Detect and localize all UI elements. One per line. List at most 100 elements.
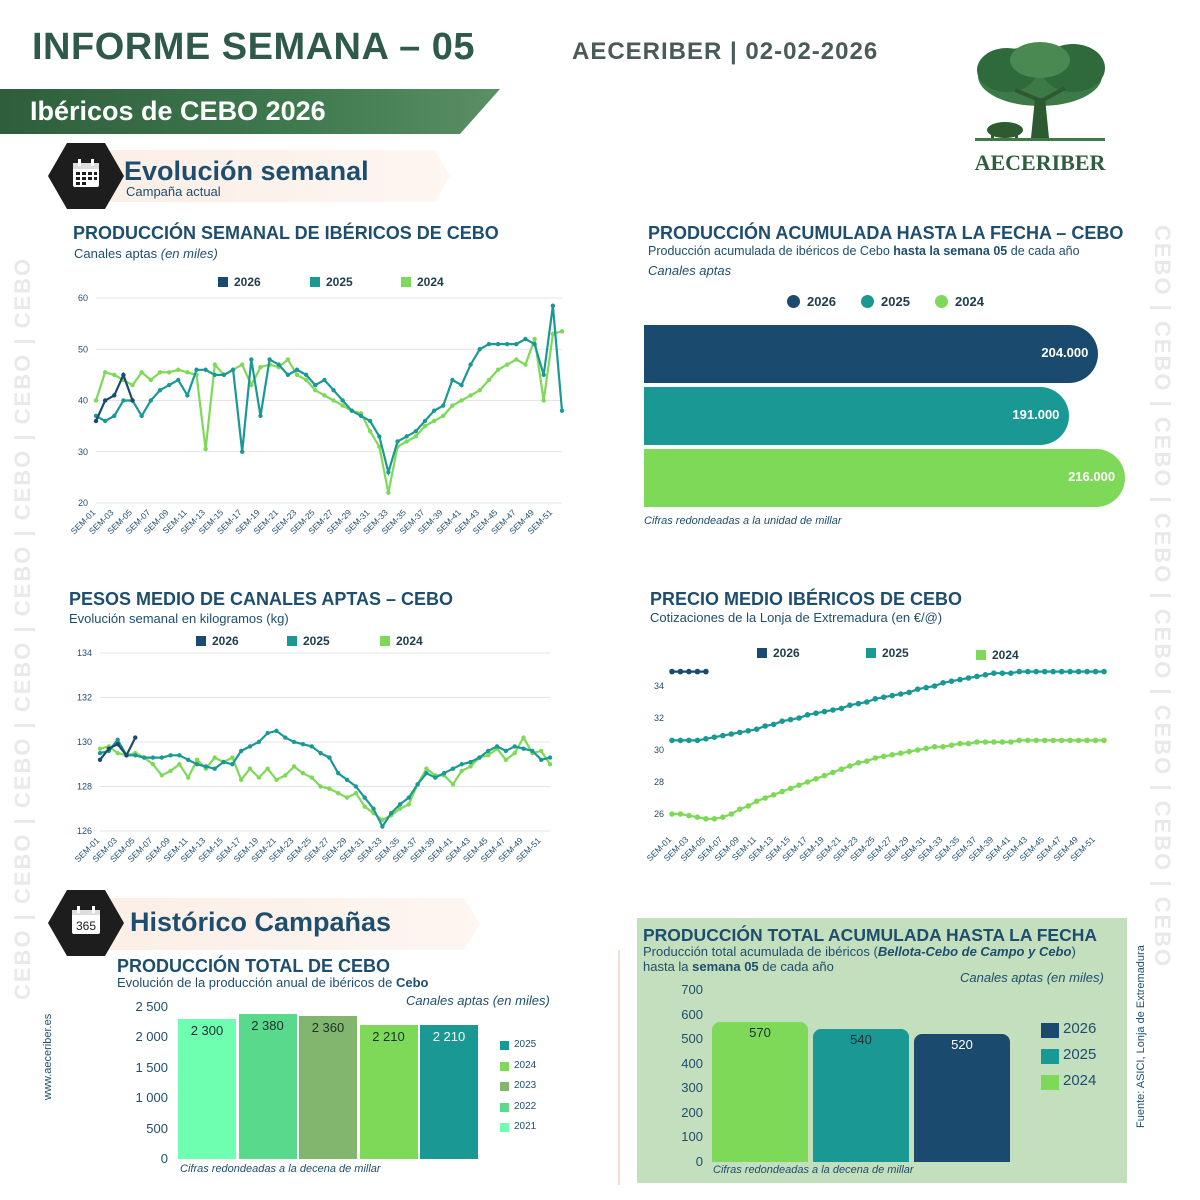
point-2026: [677, 668, 684, 675]
legend-swatch-2021: [500, 1123, 509, 1132]
point-2024: [115, 750, 120, 756]
point-2025: [397, 802, 403, 807]
point-2024: [745, 803, 752, 809]
legend-2024: 2024: [380, 634, 423, 648]
point-2025: [344, 777, 350, 783]
legend-label: 2026: [807, 294, 836, 309]
bar-2025: [420, 1024, 478, 1159]
y-tick-label: 34: [654, 681, 664, 691]
point-2024: [779, 788, 785, 795]
legend-label-2026: 2026: [1063, 1020, 1097, 1037]
point-2024: [274, 777, 279, 783]
point-2025: [1101, 668, 1107, 675]
y-tick-label: 30: [78, 447, 88, 457]
point-2025: [303, 372, 309, 378]
point-2025: [1084, 668, 1090, 675]
point-2024: [367, 429, 373, 434]
point-2024: [1033, 737, 1040, 744]
point-2025: [313, 382, 318, 388]
point-2025: [559, 408, 565, 413]
series-line-2024: [94, 330, 563, 494]
point-2024: [185, 370, 190, 375]
point-2024: [495, 367, 501, 372]
chart5-sub-b: Cebo: [395, 975, 429, 990]
point-2025: [838, 705, 845, 712]
point-2024: [459, 768, 464, 774]
point-2024: [203, 446, 208, 452]
chart1-subtitle-unit: (en miles): [160, 246, 218, 261]
point-2024: [504, 362, 510, 367]
point-2024: [787, 785, 794, 792]
legend-label: 2026: [212, 634, 239, 648]
point-2025: [541, 372, 546, 378]
point-2025: [112, 413, 117, 419]
history-divider: [80, 950, 620, 1185]
point-2025: [880, 694, 887, 700]
point-2025: [948, 678, 955, 684]
chart5-sub-a: Evolución de la producción anual de ibér…: [117, 975, 396, 990]
legend-label: 2026: [234, 275, 261, 289]
point-2025: [914, 686, 921, 692]
point-2024: [397, 806, 403, 811]
chart2-sub-c: de cada año: [1007, 244, 1080, 258]
chart5-subtitle: Evolución de la producción anual de ibér…: [117, 975, 428, 990]
y-tick-label: 100: [681, 1129, 703, 1145]
point-2024: [362, 804, 367, 809]
point-2024: [694, 814, 701, 820]
point-2024: [468, 764, 473, 769]
point-2025: [957, 676, 963, 683]
point-2024: [1101, 737, 1107, 744]
point-2025: [168, 753, 173, 758]
y-tick-label: 132: [77, 693, 92, 703]
point-2025: [353, 784, 359, 789]
point-2024: [982, 739, 989, 745]
bar-2024: 216.000: [644, 449, 1126, 507]
point-2025: [186, 757, 191, 762]
point-2025: [221, 759, 226, 765]
point-2024: [177, 762, 182, 767]
point-2024: [1084, 737, 1090, 744]
point-2025: [999, 670, 1006, 676]
point-2025: [221, 372, 227, 378]
chart6-sub2-c: de cada año: [758, 959, 834, 974]
y-tick-label: 26: [654, 809, 664, 819]
point-2024: [327, 786, 332, 791]
point-2024: [112, 372, 117, 378]
legend-2025: 2025: [310, 275, 353, 289]
bar-value-label: 540: [850, 1032, 872, 1048]
point-2025: [720, 732, 726, 739]
point-2026: [115, 742, 120, 747]
point-2025: [711, 734, 718, 740]
weekly-section-subtitle: Campaña actual: [126, 184, 221, 199]
y-tick-label: 1 000: [135, 1090, 168, 1106]
point-2024: [880, 753, 887, 760]
point-2024: [855, 760, 862, 766]
point-2025: [291, 739, 297, 745]
point-2025: [889, 692, 896, 699]
point-2024: [838, 766, 845, 772]
point-2025: [779, 718, 785, 724]
point-2025: [431, 408, 437, 413]
website-link[interactable]: www.aeceriber.es: [42, 1013, 54, 1100]
point-2025: [1067, 668, 1073, 675]
point-2025: [855, 700, 862, 707]
bar-value-label: 520: [951, 1037, 973, 1053]
legend-2024: 2024: [935, 294, 984, 309]
point-2025: [441, 403, 446, 408]
point-2024: [957, 740, 963, 747]
point-2025: [212, 372, 217, 378]
point-2025: [1041, 668, 1048, 675]
point-2024: [538, 748, 544, 754]
point-2024: [940, 744, 946, 750]
watermark-right: CEBO | CEBO | CEBO | CEBO | CEBO | CEBO …: [1150, 225, 1175, 969]
point-2024: [486, 753, 491, 758]
point-2025: [386, 470, 391, 475]
point-2025: [318, 750, 323, 756]
point-2025: [406, 795, 412, 800]
legend-label-2023: 2023: [514, 1080, 537, 1091]
legend-dot: [935, 295, 948, 308]
point-2024: [468, 393, 473, 398]
legend-2026: 2026: [196, 634, 239, 648]
point-2025: [249, 357, 254, 362]
org-date: AECERIBER | 02-02-2026: [572, 38, 879, 65]
